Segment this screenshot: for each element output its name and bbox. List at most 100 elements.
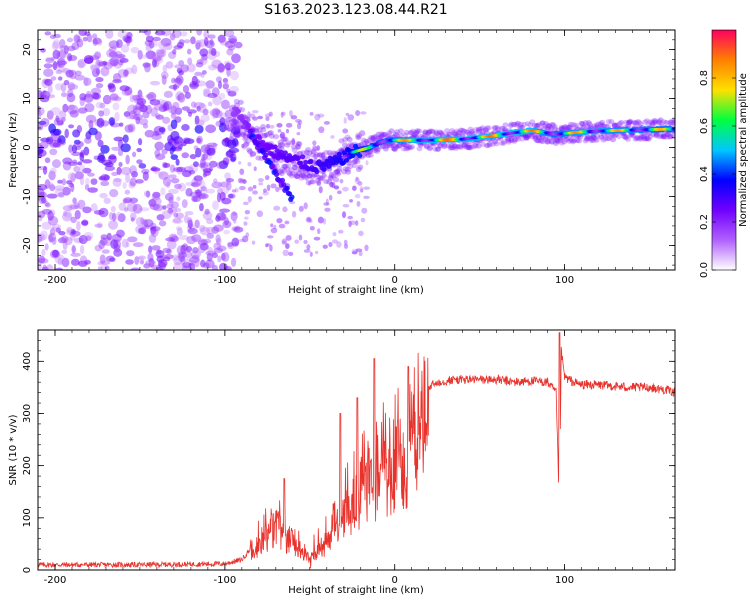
noise-blob <box>172 48 177 55</box>
ridge-halo <box>627 118 634 124</box>
noise-blob <box>298 234 303 241</box>
noise-blob <box>190 250 201 258</box>
noise-blob <box>174 77 183 87</box>
ridge-halo <box>405 145 412 151</box>
noise-blob <box>59 110 67 120</box>
ridge-halo <box>424 131 431 137</box>
ridge-halo <box>542 121 549 127</box>
noise-blob <box>276 218 283 224</box>
noise-blob <box>95 68 101 75</box>
ridge-halo <box>292 172 299 178</box>
noise-blob <box>282 249 289 257</box>
ridge-halo <box>235 124 242 130</box>
ridge-halo <box>590 134 597 140</box>
noise-blob <box>211 226 219 234</box>
noise-blob <box>85 177 90 187</box>
ridge-halo <box>599 119 606 126</box>
ridge-halo <box>637 136 644 142</box>
noise-blob <box>142 111 150 119</box>
noise-blob <box>289 110 293 117</box>
noise-blob <box>225 150 234 158</box>
noise-blob <box>57 192 65 198</box>
noise-blob <box>227 193 234 199</box>
ridge-halo <box>476 129 483 135</box>
noise-blob <box>359 186 364 193</box>
ridge-halo <box>332 169 339 175</box>
noise-blob <box>99 102 106 109</box>
ridge-halo <box>375 131 382 137</box>
noise-blob <box>349 220 357 225</box>
snr-x-axis-label: Height of straight line (km) <box>288 585 424 596</box>
noise-blob <box>205 80 215 89</box>
noise-blob <box>294 239 300 244</box>
ridge-halo <box>330 173 337 179</box>
ridge-halo <box>561 139 568 145</box>
ridge-halo <box>426 128 433 134</box>
noise-blob <box>200 144 211 154</box>
noise-blob <box>257 115 264 120</box>
noise-blob <box>222 157 230 166</box>
noise-blob <box>224 63 235 71</box>
ridge-halo <box>576 138 583 144</box>
snr-panel: -200 -100 0 100 0 100 200 300 400 Height of str… <box>8 329 676 596</box>
ridge-halo <box>637 121 644 127</box>
noise-blob <box>173 78 182 83</box>
ridge-halo <box>281 168 288 174</box>
noise-blob <box>277 129 282 133</box>
noise-blob <box>176 245 186 255</box>
ridge-halo <box>644 135 651 141</box>
ridge-halo <box>548 138 555 145</box>
noise-blob <box>227 241 233 247</box>
ridge-halo <box>567 121 574 127</box>
noise-blob <box>305 216 312 223</box>
noise-blob <box>276 123 283 128</box>
ridge-halo <box>441 143 448 149</box>
ridge-halo <box>385 132 392 138</box>
noise-blob <box>39 141 49 149</box>
ridge-halo <box>371 136 378 142</box>
ridge-halo <box>455 129 462 135</box>
ridge-halo <box>239 131 246 137</box>
noise-blob <box>76 221 81 231</box>
ridge-halo <box>492 124 499 130</box>
noise-blob <box>106 49 116 59</box>
ridge-halo <box>277 139 284 145</box>
noise-blob <box>138 227 147 235</box>
ridge-halo <box>523 135 530 141</box>
noise-blob <box>130 267 141 270</box>
noise-blob <box>69 204 79 210</box>
ridge-halo <box>486 141 493 147</box>
noise-blob <box>202 108 209 115</box>
noise-blob <box>296 131 301 136</box>
ridge-halo <box>587 124 594 130</box>
colorbar-ticks: 0.0 0.2 0.4 0.6 0.8 <box>699 70 736 278</box>
noise-blob <box>168 206 175 216</box>
noise-blob <box>345 112 350 116</box>
noise-blob <box>364 244 369 252</box>
noise-blob <box>211 181 223 189</box>
ridge-halo <box>633 135 640 141</box>
noise-blob <box>224 172 231 180</box>
ridge-halo <box>378 131 385 137</box>
noise-blob <box>132 106 141 116</box>
noise-blob <box>171 145 176 152</box>
noise-blob <box>196 135 203 145</box>
noise-blob <box>62 157 73 165</box>
ridge-halo <box>489 141 496 147</box>
ridge-halo <box>474 139 481 146</box>
ridge-halo <box>368 135 375 141</box>
noise-blob <box>239 178 246 183</box>
ridge-halo <box>318 176 325 182</box>
noise-blob <box>100 260 111 266</box>
ridge-halo <box>655 120 662 126</box>
ridge-halo <box>542 134 549 141</box>
noise-blob <box>151 58 157 68</box>
ridge-halo <box>463 144 470 150</box>
noise-blob <box>149 80 161 86</box>
ridge-halo <box>390 143 397 149</box>
noise-blob <box>125 114 136 120</box>
x-tick-label: 0 <box>392 575 398 586</box>
ridge-halo <box>306 173 313 179</box>
ridge-halo <box>642 119 649 125</box>
